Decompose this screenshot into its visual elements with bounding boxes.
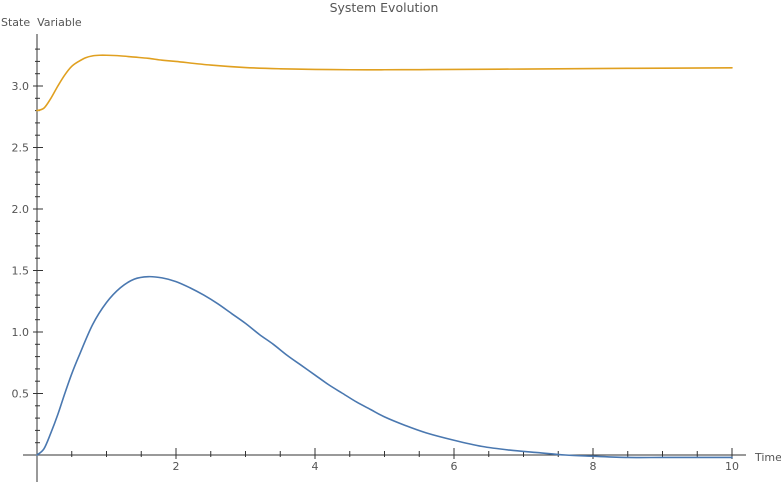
x-ticks: 2 4 6 8 10 — [71, 448, 739, 473]
series-layer — [36, 54, 733, 459]
y-tick-label: 1.5 — [12, 265, 30, 278]
x-axis-label: Time — [754, 451, 781, 464]
y-ticks: 0.5 1.0 1.5 2.0 2.5 3.0 — [12, 48, 43, 444]
y-tick-label: 2.5 — [12, 142, 30, 155]
series-line-1 — [36, 275, 733, 459]
x-tick-label: 4 — [312, 460, 319, 473]
y-tick-label: 3.0 — [12, 80, 30, 93]
series-line-2 — [36, 54, 733, 112]
x-tick-label: 6 — [451, 460, 458, 473]
y-tick-label: 0.5 — [12, 388, 30, 401]
x-tick-label: 10 — [725, 460, 739, 473]
x-tick-label: 8 — [590, 460, 597, 473]
chart-title: System Evolution — [330, 0, 439, 15]
y-axis-label: State Variable — [1, 16, 82, 29]
y-tick-label: 1.0 — [12, 326, 30, 339]
y-tick-label: 2.0 — [12, 203, 30, 216]
x-tick-label: 2 — [173, 460, 180, 473]
